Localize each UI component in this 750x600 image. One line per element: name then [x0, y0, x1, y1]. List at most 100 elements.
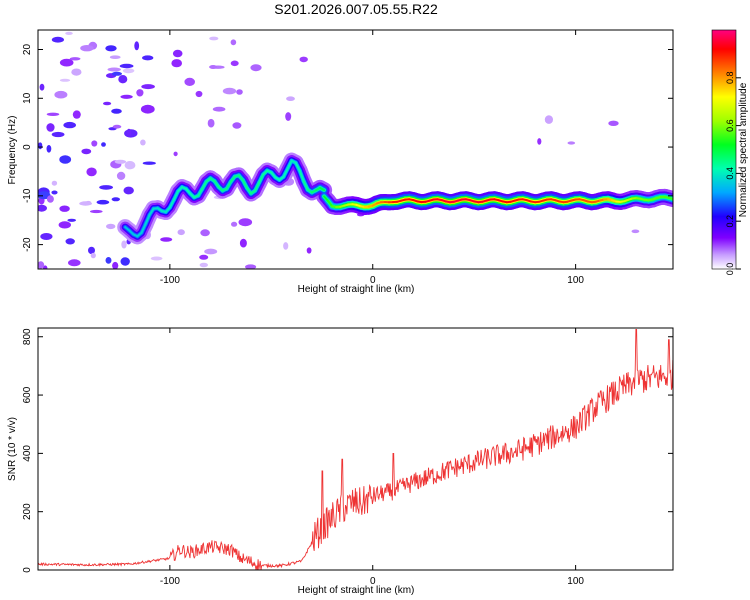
- noise-blob: [46, 112, 60, 117]
- y-tick-label: -10: [22, 188, 33, 203]
- noise-blob: [286, 96, 295, 101]
- noise-blob: [172, 49, 183, 58]
- noise-blob: [59, 78, 71, 82]
- noise-blob: [88, 246, 95, 255]
- y-tick-label: 20: [22, 44, 33, 56]
- noise-blob: [195, 90, 203, 98]
- colorbar-tick-label: 0.4: [725, 167, 735, 180]
- noise-blob: [90, 209, 103, 214]
- noise-blob: [150, 256, 163, 261]
- noise-blob: [173, 151, 178, 157]
- y-tick-label: 10: [22, 92, 33, 104]
- noise-blob: [105, 257, 112, 264]
- signal-segment: [213, 180, 220, 188]
- noise-blob: [238, 218, 253, 227]
- noise-blob: [160, 237, 173, 242]
- noise-blob: [38, 204, 47, 212]
- noise-blob: [122, 68, 135, 74]
- noise-blob: [124, 161, 136, 170]
- noise-blob: [86, 167, 97, 177]
- noise-blob: [63, 121, 76, 129]
- signal-segment: [254, 181, 261, 192]
- noise-blob: [299, 56, 308, 63]
- spectrogram-xlabel: Height of straight line (km): [298, 284, 415, 295]
- signal-segment: [140, 223, 147, 234]
- noise-blob: [40, 233, 53, 240]
- noise-blob: [38, 261, 45, 269]
- noise-blob: [69, 57, 81, 61]
- figure-title: S201.2026.007.05.55.R22: [274, 1, 438, 17]
- y-tick-label: 800: [22, 328, 33, 345]
- noise-blob: [114, 159, 127, 164]
- snr-content: [38, 329, 673, 570]
- colorbar-gradient: [711, 29, 737, 270]
- spectrogram-content: [38, 31, 673, 269]
- y-tick-label: -20: [22, 237, 33, 252]
- noise-blob: [239, 238, 247, 248]
- noise-blob: [199, 254, 209, 260]
- noise-blob: [101, 142, 106, 147]
- signal-segment: [270, 171, 277, 179]
- signal-segment: [172, 190, 179, 201]
- noise-blob: [250, 64, 262, 72]
- noise-blob: [72, 110, 81, 119]
- noise-blob: [46, 123, 55, 132]
- colorbar-tick-label: 0.8: [725, 72, 735, 85]
- noise-blob: [209, 65, 218, 69]
- signal-segment: [323, 195, 330, 202]
- noise-blob: [230, 60, 239, 67]
- noise-blob: [46, 195, 54, 203]
- noise-blob: [140, 139, 146, 146]
- noise-blob: [285, 112, 292, 121]
- noise-blob: [537, 138, 542, 145]
- snr-series-line: [38, 329, 673, 570]
- signal-track: [117, 152, 673, 245]
- noise-blob: [306, 247, 312, 254]
- noise-blob: [58, 221, 71, 229]
- signal-segment: [185, 187, 192, 195]
- noise-blob: [51, 180, 58, 186]
- noise-blob: [111, 108, 122, 114]
- noise-blob: [140, 104, 155, 114]
- noise-blob: [567, 141, 576, 145]
- noise-blob: [59, 205, 70, 212]
- signal-segment: [286, 159, 293, 170]
- snr-ylabel: SNR (10 * v/v): [7, 417, 18, 481]
- x-tick-label: -100: [160, 576, 180, 587]
- y-tick-label: 400: [22, 445, 33, 462]
- noise-blob: [120, 94, 133, 99]
- y-tick-label: 600: [22, 386, 33, 403]
- signal-segment: [294, 161, 301, 172]
- x-tick-label: 0: [370, 275, 376, 286]
- snr-frame: [37, 327, 674, 571]
- noise-blob: [51, 190, 58, 195]
- snr-xlabel: Height of straight line (km): [298, 585, 415, 596]
- noise-blob: [112, 124, 122, 129]
- signal-segment: [282, 167, 289, 178]
- signal-segment: [229, 175, 236, 183]
- noise-blob: [67, 218, 76, 222]
- noise-blob: [81, 148, 92, 155]
- noise-blob: [283, 242, 289, 250]
- signal-segment: [168, 198, 175, 209]
- y-tick-label: 200: [22, 503, 33, 520]
- noise-blob: [96, 199, 110, 205]
- snr-panel: -100 0 100 0 200 400 600 800 Height of straight…: [7, 327, 674, 596]
- noise-blob: [121, 240, 127, 249]
- y-tick-label: 0: [22, 567, 33, 573]
- noise-blob: [68, 259, 81, 267]
- noise-blob: [631, 229, 640, 234]
- noise-blob: [90, 252, 96, 259]
- noise-blob: [236, 89, 243, 95]
- signal-segment: [164, 206, 171, 213]
- noise-blob: [126, 128, 132, 138]
- noise-blob: [38, 142, 43, 150]
- signal-segment: [197, 187, 204, 197]
- noise-blob: [142, 55, 154, 61]
- noise-blob: [118, 75, 128, 84]
- noise-blob: [109, 55, 121, 59]
- colorbar-label: Normalized spectral amplitude: [738, 82, 749, 217]
- noise-blob: [608, 120, 619, 127]
